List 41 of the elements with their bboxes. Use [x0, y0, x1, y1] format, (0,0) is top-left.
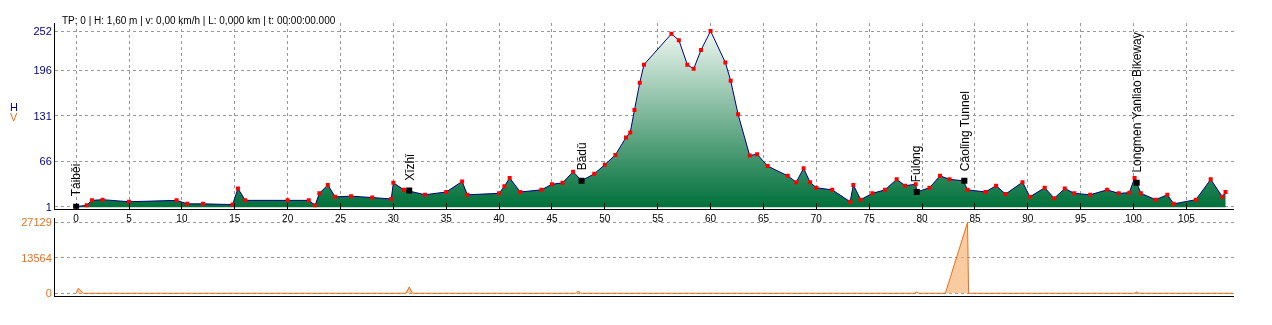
annotation: Táiběi [69, 163, 83, 197]
y-tick-label: 252 [33, 24, 52, 37]
x-tick-label: 70 [810, 212, 823, 224]
x-tick-label: 25 [334, 212, 347, 224]
annotation: Longmen Yanliao Bikeway [1129, 32, 1144, 173]
x-tick-label: 90 [1022, 212, 1034, 224]
x-tick-label: 80 [916, 212, 929, 224]
annotation: Fúlóng [909, 145, 924, 183]
x-tick-label: 75 [863, 212, 876, 224]
y-axis-title: H [10, 101, 18, 113]
x-tick-label: 20 [282, 212, 294, 224]
x-tick-label: 5 [126, 212, 133, 224]
y-tick-label: 196 [33, 64, 52, 77]
x-tick-label: 30 [387, 212, 400, 224]
chart-subtitle: TP: 0 | H: 1,60 m | v: 0,00 km/h | L: 0,000 km | t: 00:00:00.000 [62, 15, 336, 26]
x-tick-label: 95 [1075, 212, 1087, 224]
x-tick-label: 45 [546, 212, 558, 224]
x-tick-label: 40 [493, 212, 506, 224]
x-tick-label: 85 [969, 212, 981, 224]
annotation: Xīzhǐ [402, 152, 417, 181]
y-axis-title: V [10, 111, 18, 123]
x-tick-label: 0 [73, 212, 80, 224]
x-tick-label: 55 [652, 212, 664, 224]
x-tick-label: 50 [599, 212, 611, 224]
y-tick-label: 13564 [21, 251, 52, 264]
y-tick-label: 27129 [21, 216, 52, 229]
point [406, 187, 413, 194]
x-tick-label: 15 [229, 212, 241, 224]
annotation: Cǎolǐng Tunnel [957, 91, 972, 172]
y-tick-label: 131 [33, 109, 52, 122]
y-tick-label: 1 [45, 200, 52, 213]
x-tick-label: 100 [1125, 212, 1143, 224]
x-tick-label: 60 [705, 212, 717, 224]
x-tick-label: 10 [176, 212, 188, 224]
x-tick-label: 35 [440, 212, 453, 224]
y-tick-label: 0 [45, 287, 52, 300]
annotation: Bādǔ [574, 142, 589, 171]
y-tick-label: 66 [39, 155, 52, 168]
point [1133, 179, 1140, 186]
x-tick-label: 65 [757, 212, 770, 224]
x-tick-label: 105 [1178, 212, 1196, 224]
